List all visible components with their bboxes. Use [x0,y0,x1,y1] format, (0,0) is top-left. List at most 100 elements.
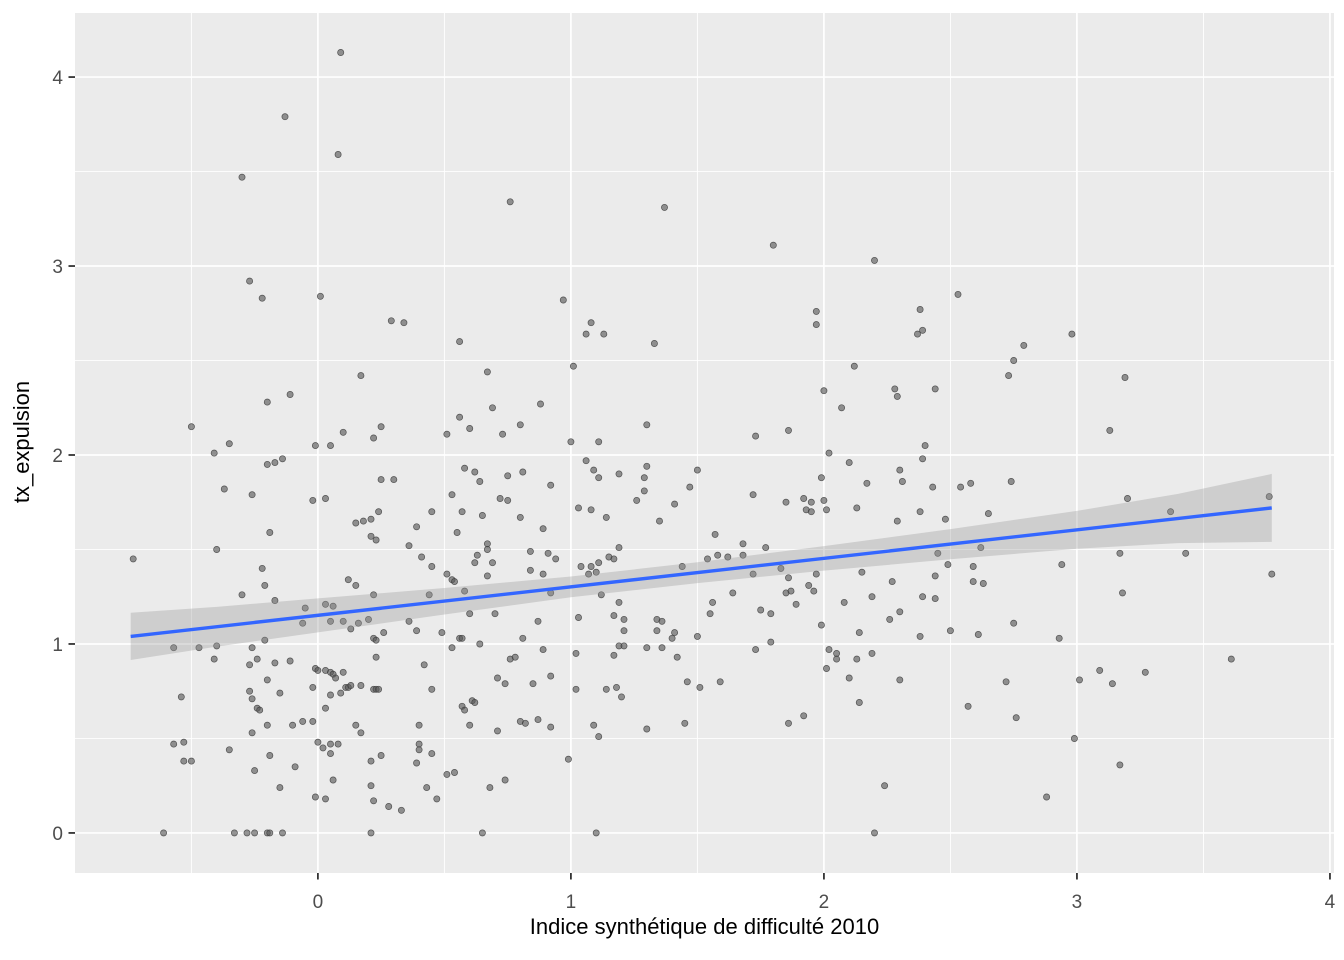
data-point [337,49,345,56]
data-point [352,581,360,589]
data-point [564,755,572,763]
data-point [420,661,428,669]
data-point [539,570,547,578]
data-point [602,685,610,693]
data-point [1010,619,1018,627]
data-point [812,307,820,315]
data-point [451,578,458,586]
data-point [820,387,828,395]
data-point [812,321,820,329]
data-point [931,572,939,580]
data-point [170,644,178,652]
data-point [709,598,717,606]
data-point [483,546,491,553]
data-point [661,203,668,211]
data-point [263,398,271,406]
data-point [428,685,436,693]
data-point [825,646,833,654]
data-point [433,795,441,803]
data-point [478,512,486,519]
data-point [271,459,279,467]
data-point [504,472,512,480]
data-point [610,612,618,620]
data-point [405,617,413,625]
data-point [471,559,479,567]
data-point [322,704,329,712]
data-point [592,568,600,576]
data-point [413,627,421,635]
data-point [714,551,722,559]
data-point [501,680,509,688]
data-point [289,721,297,729]
data-point [650,340,658,347]
data-point [491,610,499,618]
regression-line [130,506,1272,639]
data-point [187,757,195,765]
data-point [547,672,555,680]
data-point [448,491,456,499]
data-point [640,474,648,482]
data-point [620,627,628,635]
data-point [893,517,901,525]
data-point [539,525,547,533]
data-point [1070,735,1078,742]
axis-ticks [68,76,1331,880]
data-point [519,634,527,642]
data-point [327,617,334,625]
data-point [840,598,848,606]
data-point [673,653,681,661]
data-point [448,644,456,652]
data-point [246,661,254,669]
data-point [271,659,279,667]
data-point [595,559,603,567]
data-point [314,666,322,674]
data-point [279,455,286,463]
data-point [805,581,813,589]
data-point [251,829,259,837]
data-point [595,474,603,482]
data-point [1043,793,1051,801]
data-point [299,619,307,627]
data-point [845,674,853,682]
data-point [453,529,461,536]
data-point [921,442,929,450]
data-point [582,330,590,338]
data-point [817,474,825,482]
data-point [375,508,383,516]
data-point [248,695,256,703]
data-point [547,723,555,731]
data-point [577,563,585,570]
data-point [483,572,491,580]
data-point [238,591,246,599]
data-point [129,555,137,563]
data-point [327,740,334,748]
data-point [160,829,168,837]
data-point [334,740,342,748]
data-point [372,636,380,644]
data-point [767,638,775,646]
data-point [377,423,385,431]
data-point [357,729,365,737]
data-point [261,581,269,589]
data-point [180,738,188,746]
data-point [567,438,575,446]
data-point [886,615,894,623]
data-point [496,495,504,502]
data-point [919,326,927,334]
data-point [597,591,605,599]
data-point [511,653,519,661]
data-point [807,508,815,516]
data-point [438,629,446,637]
data-point [792,600,800,608]
data-point [984,510,992,518]
data-point [263,676,271,684]
data-point [800,495,808,502]
data-point [339,428,347,436]
data-point [544,549,552,557]
data-point [225,746,233,754]
data-point [693,466,701,474]
data-point [461,464,469,472]
data-point [602,513,610,521]
data-point [504,496,512,504]
